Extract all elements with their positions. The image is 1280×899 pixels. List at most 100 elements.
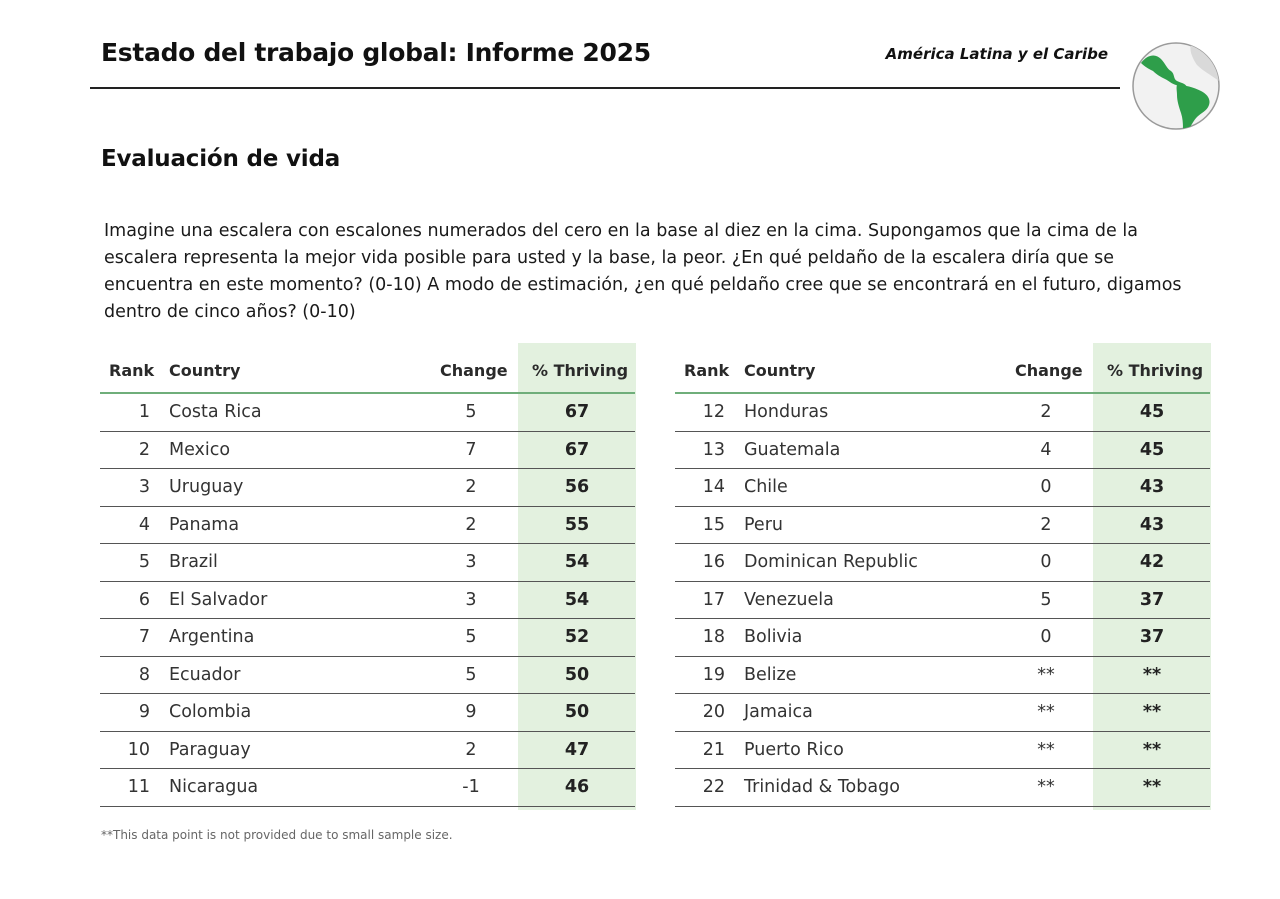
change-cell: 2	[465, 739, 477, 760]
thriving-cell: 50	[564, 664, 590, 685]
country-cell: Uruguay	[169, 477, 244, 497]
rank-cell: 6	[138, 589, 150, 610]
table-row: 16 Dominican Republic 0 42	[675, 544, 1210, 582]
rank-cell: 10	[127, 739, 150, 760]
table-row: 1 Costa Rica 5 67	[100, 394, 635, 432]
country-cell: Costa Rica	[169, 402, 262, 422]
country-cell: Paraguay	[169, 739, 251, 760]
footnote: **This data point is not provided due to…	[101, 828, 453, 842]
rank-cell: 11	[127, 777, 150, 797]
thriving-cell: 37	[1139, 589, 1165, 610]
rank-cell: 4	[138, 514, 150, 535]
country-cell: Panama	[169, 514, 240, 535]
thriving-cell: 46	[564, 777, 590, 797]
change-cell: 9	[465, 702, 477, 722]
table-row: 19 Belize ** **	[675, 657, 1210, 694]
rank-cell: 21	[702, 739, 725, 760]
rank-cell: 1	[138, 402, 150, 422]
rank-cell: 8	[138, 664, 150, 685]
table-body: 12 Honduras 2 45 13 Guatemala 4 45 14 Chile 0 43 …	[675, 394, 1210, 807]
thriving-column-band	[518, 343, 636, 810]
thriving-cell: **	[1142, 777, 1162, 797]
country-cell: Colombia	[169, 702, 252, 722]
change-cell: 0	[1040, 552, 1052, 572]
change-cell: 7	[465, 439, 477, 460]
table-row: 14 Chile 0 43	[675, 469, 1210, 507]
table-row: 10 Paraguay 2 47	[100, 732, 635, 769]
table-row: 8 Ecuador 5 50	[100, 657, 635, 694]
country-cell: Peru	[744, 514, 783, 535]
table-row: 17 Venezuela 5 37	[675, 582, 1210, 619]
change-cell: **	[1037, 777, 1055, 797]
country-cell: Brazil	[169, 552, 218, 572]
rank-cell: 19	[702, 664, 725, 685]
table-row: 2 Mexico 7 67	[100, 432, 635, 469]
country-cell: Nicaragua	[169, 777, 259, 797]
change-cell: 2	[465, 514, 477, 535]
rank-cell: 2	[138, 439, 150, 460]
thriving-cell: 52	[564, 627, 590, 647]
thriving-column-band	[1093, 343, 1211, 810]
change-cell: 0	[1040, 627, 1052, 647]
thriving-cell: 45	[1139, 439, 1165, 460]
thriving-cell: 67	[564, 439, 590, 460]
rank-cell: 18	[702, 627, 725, 647]
country-cell: Honduras	[744, 402, 829, 422]
thriving-cell: 67	[564, 402, 590, 422]
table-row: 21 Puerto Rico ** **	[675, 732, 1210, 769]
country-cell: Belize	[744, 664, 797, 685]
header-country: Country	[169, 361, 241, 380]
table-header: Rank Country Change % Thriving	[675, 343, 1210, 394]
header-change: Change	[1015, 361, 1083, 380]
table-row: 3 Uruguay 2 56	[100, 469, 635, 507]
thriving-cell: 50	[564, 702, 590, 722]
change-cell: 2	[1040, 514, 1052, 535]
header-thriving: % Thriving	[532, 361, 629, 380]
change-cell: 2	[465, 477, 477, 497]
thriving-cell: 45	[1139, 402, 1165, 422]
thriving-cell: 37	[1139, 627, 1165, 647]
change-cell: 5	[465, 402, 477, 422]
country-cell: Argentina	[169, 627, 255, 647]
rank-cell: 7	[138, 627, 150, 647]
table-row: 5 Brazil 3 54	[100, 544, 635, 582]
thriving-cell: 54	[564, 589, 590, 610]
table-row: 12 Honduras 2 45	[675, 394, 1210, 432]
rank-cell: 20	[702, 702, 725, 722]
change-cell: 0	[1040, 477, 1052, 497]
country-cell: Mexico	[169, 439, 231, 460]
change-cell: 2	[1040, 402, 1052, 422]
change-cell: 3	[465, 589, 477, 610]
country-cell: Venezuela	[744, 589, 834, 610]
header-change: Change	[440, 361, 508, 380]
rank-cell: 9	[138, 702, 150, 722]
country-cell: Bolivia	[744, 627, 803, 647]
rank-cell: 16	[702, 552, 725, 572]
thriving-cell: 42	[1139, 552, 1165, 572]
rank-cell: 22	[702, 777, 725, 797]
rank-cell: 12	[702, 402, 725, 422]
table-row: 13 Guatemala 4 45	[675, 432, 1210, 469]
change-cell: **	[1037, 702, 1055, 722]
table-row: 7 Argentina 5 52	[100, 619, 635, 657]
table-header: Rank Country Change % Thriving	[100, 343, 635, 394]
thriving-cell: 54	[564, 552, 590, 572]
rank-cell: 3	[138, 477, 150, 497]
thriving-cell: 43	[1139, 514, 1165, 535]
survey-question: Imagine una escalera con escalones numer…	[104, 221, 1182, 322]
rank-cell: 15	[702, 514, 725, 535]
table-row: 20 Jamaica ** **	[675, 694, 1210, 732]
globe-americas-icon	[1132, 42, 1220, 130]
header-rank: Rank	[684, 361, 730, 380]
thriving-cell: 47	[564, 739, 590, 760]
change-cell: 5	[1040, 589, 1052, 610]
change-cell: **	[1037, 664, 1055, 685]
thriving-cell: 43	[1139, 477, 1165, 497]
country-cell: Dominican Republic	[744, 552, 918, 572]
thriving-cell: **	[1142, 664, 1162, 685]
header-thriving: % Thriving	[1107, 361, 1204, 380]
thriving-cell: **	[1142, 739, 1162, 760]
section-title: Evaluación de vida	[101, 146, 341, 172]
header-country: Country	[744, 361, 816, 380]
